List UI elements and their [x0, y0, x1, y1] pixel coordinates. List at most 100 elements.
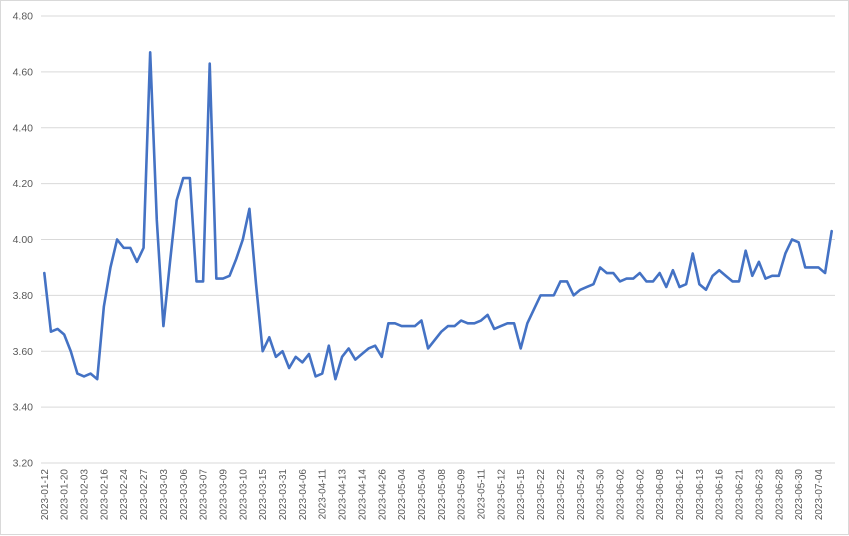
data-point [440, 330, 442, 332]
data-point [400, 325, 402, 327]
data-point [553, 294, 555, 296]
x-tick-label: 2023-06-13 [695, 469, 706, 521]
data-point [473, 322, 475, 324]
data-point [321, 372, 323, 374]
data-point [427, 347, 429, 349]
data-point [520, 347, 522, 349]
data-point [142, 247, 144, 249]
data-point [572, 294, 574, 296]
data-point [625, 277, 627, 279]
data-point [830, 230, 832, 232]
x-tick-label: 2023-02-03 [80, 469, 91, 521]
x-tick-label: 2023-03-10 [238, 469, 249, 521]
data-point [764, 277, 766, 279]
data-point [533, 308, 535, 310]
data-point [824, 272, 826, 274]
data-point [367, 347, 369, 349]
data-point [89, 372, 91, 374]
data-point [599, 266, 601, 268]
x-tick-label: 2023-01-12 [40, 469, 51, 521]
data-point [301, 361, 303, 363]
x-tick-label: 2023-06-28 [774, 469, 785, 521]
x-tick-label: 2023-05-08 [437, 469, 448, 521]
data-point [645, 280, 647, 282]
data-point [797, 241, 799, 243]
data-point [725, 275, 727, 277]
data-point [632, 277, 634, 279]
data-point [705, 289, 707, 291]
x-tick-label: 2023-03-06 [179, 469, 190, 521]
data-point [738, 280, 740, 282]
x-tick-label: 2023-06-16 [715, 469, 726, 521]
x-tick-label: 2023-05-09 [457, 469, 468, 521]
x-tick-label: 2023-05-24 [576, 469, 587, 521]
data-point [63, 333, 65, 335]
data-point [460, 319, 462, 321]
x-tick-label: 2023-03-31 [278, 469, 289, 521]
data-point [493, 328, 495, 330]
data-point [175, 199, 177, 201]
data-point [606, 272, 608, 274]
y-tick-label: 4.40 [13, 122, 34, 134]
data-point [136, 261, 138, 263]
data-point [189, 177, 191, 179]
y-tick-label: 3.60 [13, 346, 34, 358]
data-point [281, 350, 283, 352]
data-point [195, 280, 197, 282]
data-point [116, 238, 118, 240]
data-point [566, 280, 568, 282]
data-point [109, 266, 111, 268]
x-tick-label: 2023-05-12 [496, 469, 507, 521]
data-point [612, 272, 614, 274]
data-point [447, 325, 449, 327]
x-tick-label: 2023-03-15 [258, 469, 269, 521]
data-point [778, 275, 780, 277]
data-point [559, 280, 561, 282]
data-point [202, 280, 204, 282]
y-tick-label: 4.80 [13, 11, 34, 23]
data-point [811, 266, 813, 268]
data-point [387, 322, 389, 324]
data-point [169, 261, 171, 263]
gridlines [41, 15, 835, 464]
y-axis-ticks: 3.20 3.40 3.60 3.80 4.00 4.20 4.40 4.60 4.80 [13, 11, 34, 470]
x-tick-label: 2023-04-06 [298, 469, 309, 521]
data-point [639, 272, 641, 274]
x-tick-label: 2023-06-08 [655, 469, 666, 521]
x-tick-label: 2023-03-09 [218, 469, 229, 521]
data-point [228, 275, 230, 277]
data-point [771, 275, 773, 277]
data-point [394, 322, 396, 324]
data-point [500, 325, 502, 327]
data-point [123, 247, 125, 249]
x-tick-label: 2023-06-21 [735, 469, 746, 521]
data-point [513, 322, 515, 324]
x-tick-label: 2023-05-22 [556, 469, 567, 521]
data-point [784, 252, 786, 254]
data-point [361, 353, 363, 355]
x-tick-label: 2023-06-02 [615, 469, 626, 521]
x-tick-label: 2023-02-27 [139, 469, 150, 521]
series-layer [43, 51, 833, 381]
data-point [665, 286, 667, 288]
data-point [83, 375, 85, 377]
data-point [672, 269, 674, 271]
y-tick-label: 3.20 [13, 458, 34, 470]
y-tick-label: 4.00 [13, 234, 34, 246]
x-axis-ticks: 2023-01-12 2023-01-20 2023-02-03 2023-02-16… [40, 469, 825, 521]
x-tick-label: 2023-05-04 [397, 469, 408, 521]
data-point [255, 283, 257, 285]
data-point [341, 356, 343, 358]
data-point [414, 325, 416, 327]
data-point [275, 356, 277, 358]
x-tick-label: 2023-04-13 [338, 469, 349, 521]
data-point [235, 258, 237, 260]
data-point [791, 238, 793, 240]
data-point [242, 238, 244, 240]
data-point [308, 353, 310, 355]
data-point [658, 272, 660, 274]
data-point [248, 208, 250, 210]
x-tick-label: 2023-05-22 [536, 469, 547, 521]
